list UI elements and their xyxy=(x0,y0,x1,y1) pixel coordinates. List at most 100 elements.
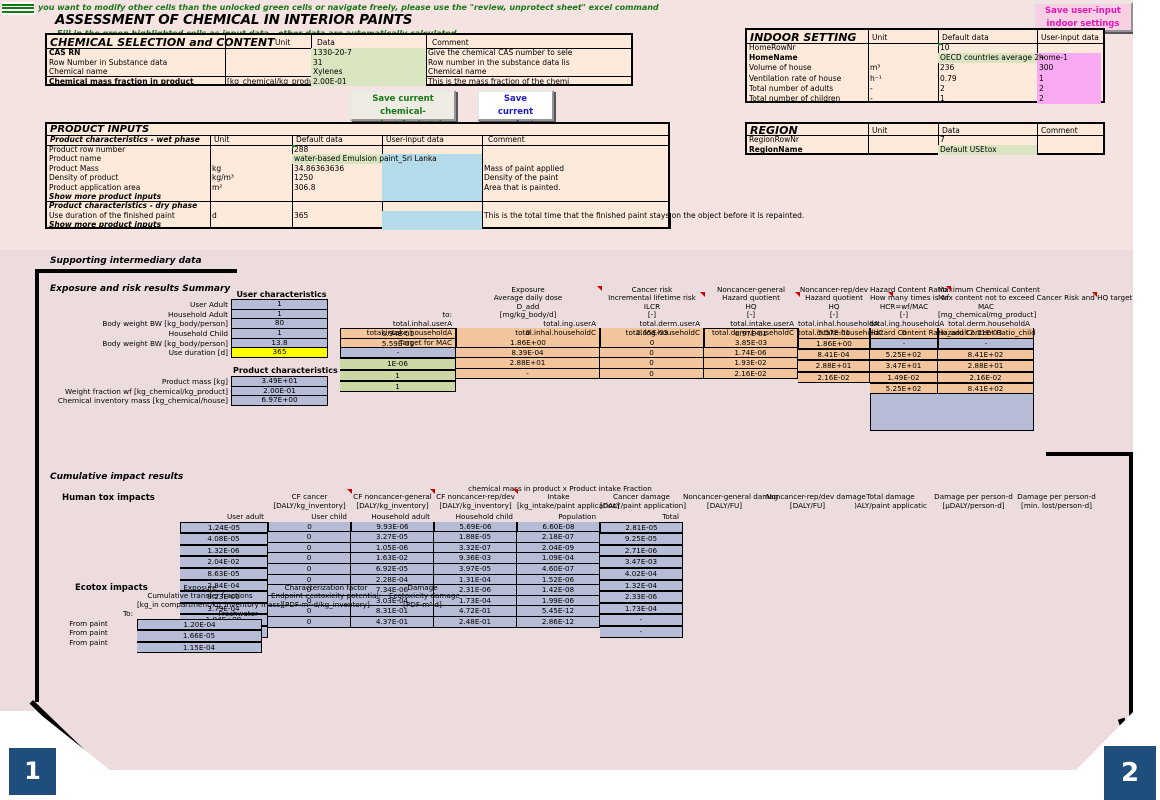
cell-user-input[interactable]: home-1 xyxy=(1037,53,1101,64)
button-label: Save current chemical- xyxy=(372,94,434,117)
cell: 1.32E-06 xyxy=(180,544,268,557)
cell-user-input[interactable] xyxy=(382,154,482,164)
comment-marker-icon xyxy=(597,286,602,291)
row-label: total.intake.householdA xyxy=(366,328,452,338)
cell-user-input[interactable] xyxy=(382,210,482,221)
col-header: Total damage xyxy=(866,492,915,501)
cell: 3.97E-05 xyxy=(434,563,517,575)
cell-hq-general: 0 xyxy=(600,358,704,369)
cell-user-input[interactable]: 2 xyxy=(1037,93,1101,105)
col-header-unit: [PDF·m³·d/kg_inventory] xyxy=(282,600,370,609)
cell-unit xyxy=(210,154,292,163)
page-badge-2[interactable]: 2 xyxy=(1104,746,1156,800)
col-header: HQ xyxy=(745,302,757,311)
cell-unit xyxy=(225,67,311,77)
cell-data[interactable]: 1330-20-7 xyxy=(311,48,426,58)
cell-unit xyxy=(225,48,311,58)
exposure-row: total.intake.householdC 1.86E+00 8.41E-0… xyxy=(798,328,883,384)
ecotox-row: To: From paint From paint From paint xyxy=(40,609,137,647)
cell-user-input[interactable] xyxy=(1037,43,1101,53)
col-header: Average daily dose xyxy=(493,293,563,302)
cell-default: 0.79 xyxy=(940,73,957,83)
row-label: Freshwater xyxy=(218,609,258,618)
cell-comment xyxy=(482,192,666,201)
row-label: total.ing.userA xyxy=(543,319,596,328)
value-cell[interactable]: 365 xyxy=(231,347,328,359)
row-label: Use duration [d] xyxy=(168,348,228,358)
col-header-unit: [mg/kg_body/d] xyxy=(499,310,557,319)
cell-comment xyxy=(482,220,666,229)
row-label: HomeName xyxy=(749,53,798,63)
cell-user-input[interactable]: 300 xyxy=(1037,63,1101,74)
grid-line xyxy=(482,135,483,227)
cell-user-input[interactable]: 1 xyxy=(1037,73,1101,84)
column-header-unit: Unit xyxy=(275,38,291,47)
row-label: Chemical inventory mass [kg_chemical/hou… xyxy=(57,396,228,406)
cell: 2.28E-04 xyxy=(351,574,434,586)
cell-ilcr: 5.25E+02 xyxy=(870,349,938,361)
cell-ilcr: 0 xyxy=(600,348,704,359)
value-cell: 6.97E+00 xyxy=(231,395,328,407)
exposure-row: total.ing.householdC 0 0 0 0 xyxy=(600,328,704,380)
cell-hq-general: 1.93E-02 xyxy=(704,358,798,369)
save-indoor-settings-button[interactable]: Save user-input indoor settings xyxy=(1033,2,1133,32)
col-header: CF noncancer-general xyxy=(353,492,432,501)
button-label: Save xyxy=(503,94,528,104)
row-label: Chemical name xyxy=(49,67,108,76)
cell-data[interactable]: Xylenes xyxy=(311,67,426,77)
col-header: Cancer risk xyxy=(631,285,673,294)
cell: 2.84E-04 xyxy=(180,579,268,592)
row-label: total.intake.userA xyxy=(730,319,794,328)
cell-user-input[interactable] xyxy=(382,201,482,210)
cell-user-input[interactable]: 2 xyxy=(1037,83,1101,94)
col-header: Maximum Chemical Content xyxy=(938,285,1040,294)
col-header: Exposure xyxy=(511,285,545,294)
row-label: Density of product xyxy=(49,173,119,183)
cell: 2.48E-01 xyxy=(434,616,517,628)
cell-dose: - xyxy=(870,337,938,350)
cell: 1.09E-04 xyxy=(517,553,600,564)
grid-line xyxy=(868,124,869,153)
page-badge-1[interactable]: 1 xyxy=(9,748,56,795)
cell-data[interactable]: 7 xyxy=(940,135,945,144)
col-header: MAC xyxy=(977,302,994,311)
region-table: REGION Unit Data Comment RegionRowNr 7 xyxy=(745,122,1105,155)
cell-user-input[interactable] xyxy=(382,145,482,154)
cell-user-input[interactable] xyxy=(382,220,482,230)
cell-comment: This is the mass fraction of the chemi xyxy=(428,76,570,86)
comment-marker-icon xyxy=(700,292,705,297)
comment-marker-icon xyxy=(946,286,951,291)
cell: 0 xyxy=(268,563,351,575)
cell: 6.60E-08 xyxy=(517,521,600,533)
cell-unit: d xyxy=(212,210,217,220)
cell-dose: 1.86E+00 xyxy=(798,337,870,350)
col-header: Incremental lifetime risk xyxy=(608,293,696,302)
comment-marker-icon xyxy=(795,292,800,297)
cell: 0 xyxy=(268,595,351,607)
cell-unit xyxy=(225,58,311,68)
cell-data[interactable]: 31 xyxy=(311,57,426,67)
cell: 1.15E-04 xyxy=(137,641,262,654)
cell-user-input[interactable] xyxy=(382,163,482,174)
impact-row: Household adult 9.93E-06 3.27E-05 1.05E-… xyxy=(351,512,434,628)
cell-data[interactable]: Default USEtox xyxy=(938,145,1037,155)
save-batch-run-button[interactable]: Save current chemical- product for batch… xyxy=(350,90,456,143)
cell-data[interactable]: 2.00E-01 xyxy=(311,76,426,86)
cell-user-input[interactable] xyxy=(382,182,482,192)
cell: 0 xyxy=(268,553,351,564)
row-label: Product application area xyxy=(49,182,141,192)
cell: 0 xyxy=(268,616,351,628)
col-header: Damage xyxy=(407,583,438,592)
save-current-product-button[interactable]: Save current product xyxy=(477,90,554,130)
row-label: CAS RN xyxy=(49,48,81,57)
cell: 5.45E-12 xyxy=(517,606,600,617)
cell-hq-repdev: 1 xyxy=(340,381,456,393)
col-header: Exposure xyxy=(183,583,217,592)
row-label: Household Child xyxy=(168,329,228,339)
cell-hq-general: 1 xyxy=(340,369,456,382)
cell: 0 xyxy=(268,532,351,543)
cell-user-input[interactable] xyxy=(382,191,482,202)
col-header: HCR=wf/MAC xyxy=(879,302,929,311)
cell-user-input[interactable] xyxy=(382,173,482,183)
impact-row: Household child 5.69E-06 1.88E-05 3.32E-… xyxy=(434,512,517,628)
